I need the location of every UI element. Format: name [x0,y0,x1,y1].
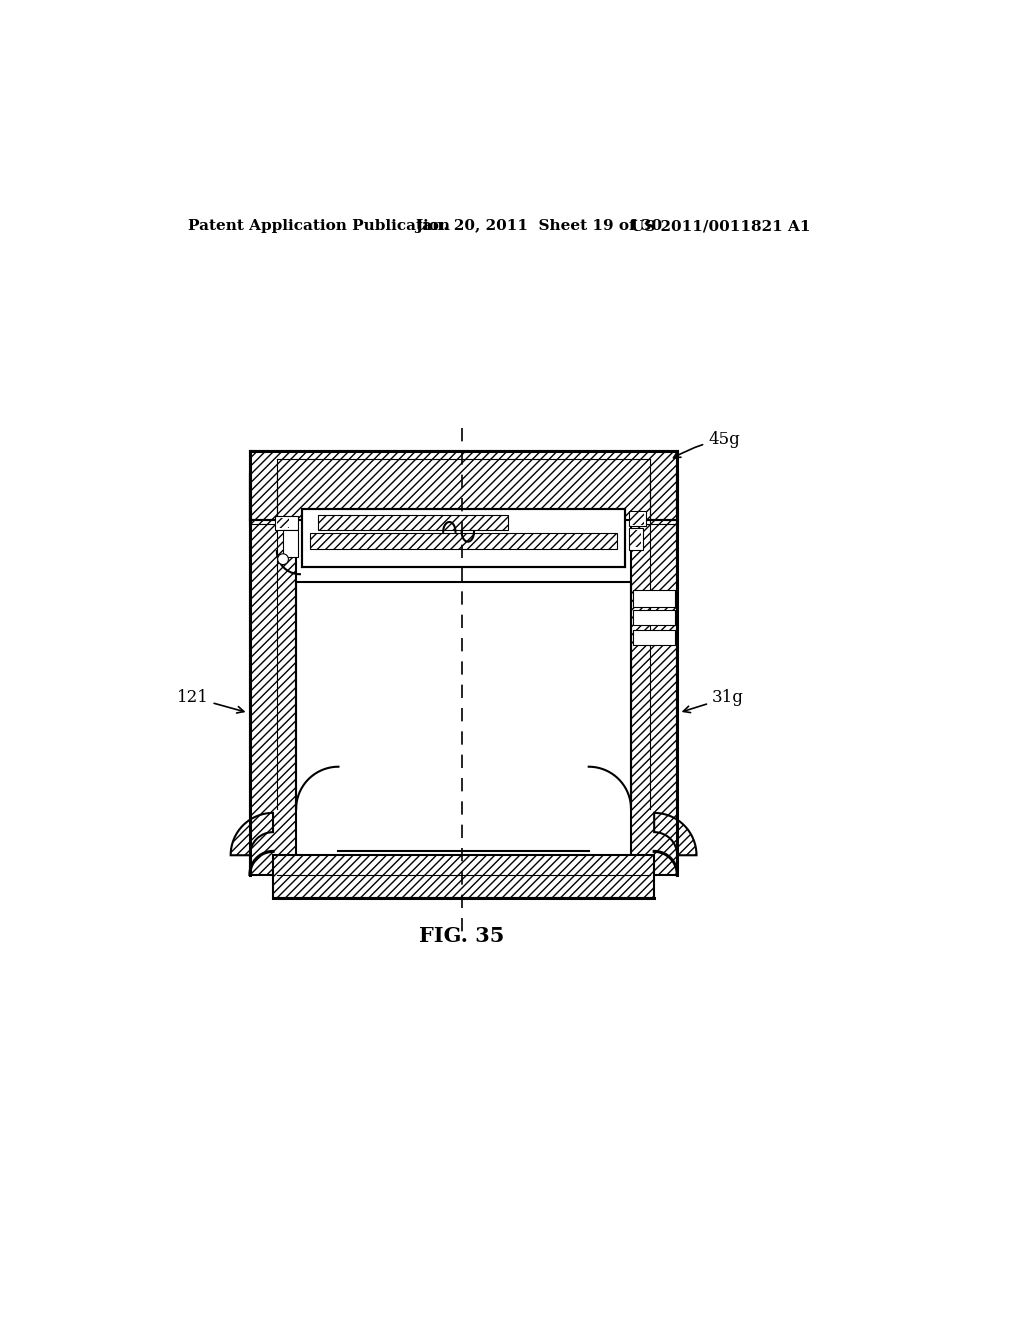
Bar [310,533,617,549]
Bar [275,516,298,529]
Bar [631,512,644,524]
FancyBboxPatch shape [298,583,630,850]
Bar [276,517,289,528]
Bar [631,474,677,875]
Bar [633,630,675,645]
Text: 31g: 31g [683,689,743,713]
Bar [250,451,677,520]
Bar [273,855,654,898]
Text: Jan. 20, 2011  Sheet 19 of 30: Jan. 20, 2011 Sheet 19 of 30 [416,219,663,234]
Bar [250,474,296,875]
Text: 121: 121 [177,689,244,713]
Text: Patent Application Publication: Patent Application Publication [188,219,451,234]
Text: 45g: 45g [674,430,739,458]
Bar [317,515,508,531]
Circle shape [278,554,289,565]
Bar [629,528,643,550]
Text: FIG. 35: FIG. 35 [419,927,505,946]
Bar [283,529,298,557]
Wedge shape [230,813,273,855]
Wedge shape [654,813,696,855]
Bar [302,508,625,566]
Bar [631,529,641,546]
Bar [633,590,675,607]
Bar [629,511,646,527]
Text: US 2011/0011821 A1: US 2011/0011821 A1 [631,219,811,234]
Bar [633,610,675,626]
